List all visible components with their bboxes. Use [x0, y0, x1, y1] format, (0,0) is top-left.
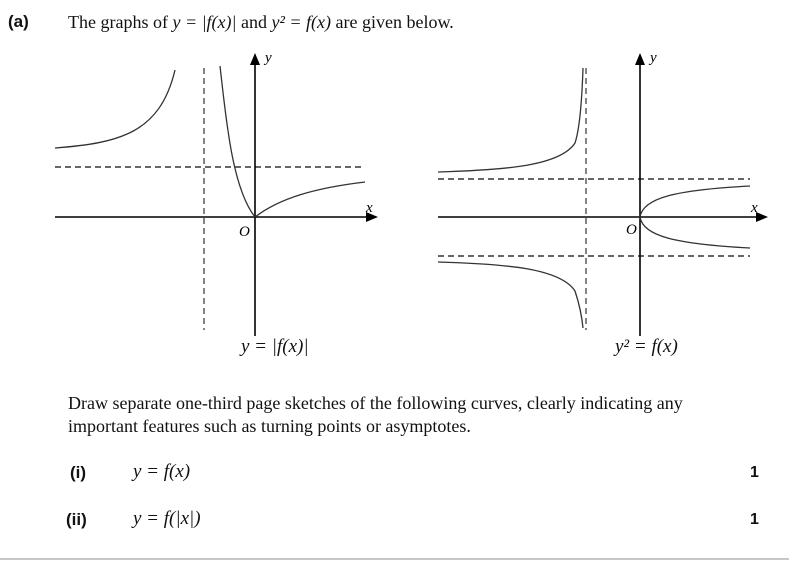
- subpart-marks-i: 1: [750, 464, 759, 481]
- subpart-label-ii: (ii): [66, 510, 87, 529]
- subpart-equation-i: y = f(x): [133, 461, 191, 482]
- curve-lower-left-branch: [437, 261, 584, 329]
- intro-equation-1: y = |f(x)|: [172, 12, 237, 32]
- graph-modulus-caption: y = |f(x)|: [241, 336, 309, 357]
- curve-upper-left-branch: [437, 67, 584, 173]
- instruction-text: Draw separate one-third page sketches of…: [68, 393, 683, 436]
- x-axis-label: x: [365, 200, 373, 216]
- curve-upper-right-branch: [639, 185, 751, 218]
- bottom-divider: [0, 558, 789, 560]
- part-label: (a): [8, 12, 29, 31]
- subpart-marks-ii: 1: [750, 511, 759, 528]
- intro-text-after: are given below.: [331, 12, 454, 32]
- y-axis-arrow: [250, 53, 260, 65]
- graph-squared: y x O: [437, 50, 768, 336]
- curve-lower-right-branch: [639, 216, 751, 249]
- graph-squared-caption: y² = f(x): [615, 336, 678, 357]
- graph-modulus: y x O: [54, 50, 378, 336]
- origin-label: O: [239, 224, 250, 240]
- curve-right-branch: [254, 181, 366, 218]
- subpart-label-i: (i): [70, 463, 87, 482]
- curve-left-branch: [54, 69, 176, 149]
- subpart-equation-ii: y = f(|x|): [133, 508, 201, 529]
- y-axis-label: y: [263, 50, 272, 66]
- x-axis-label: x: [750, 200, 758, 216]
- curve-middle-branch: [219, 65, 256, 218]
- y-axis-arrow: [635, 53, 645, 65]
- y-axis-label: y: [648, 50, 657, 66]
- origin-label: O: [626, 222, 637, 238]
- intro-text-mid: and: [236, 12, 272, 32]
- question-intro: The graphs of y = |f(x)| and y² = f(x) a…: [68, 12, 454, 33]
- x-axis-arrow: [366, 212, 378, 222]
- intro-equation-2: y² = f(x): [271, 12, 331, 32]
- intro-text-before: The graphs of: [68, 12, 173, 32]
- x-axis-arrow: [756, 212, 768, 222]
